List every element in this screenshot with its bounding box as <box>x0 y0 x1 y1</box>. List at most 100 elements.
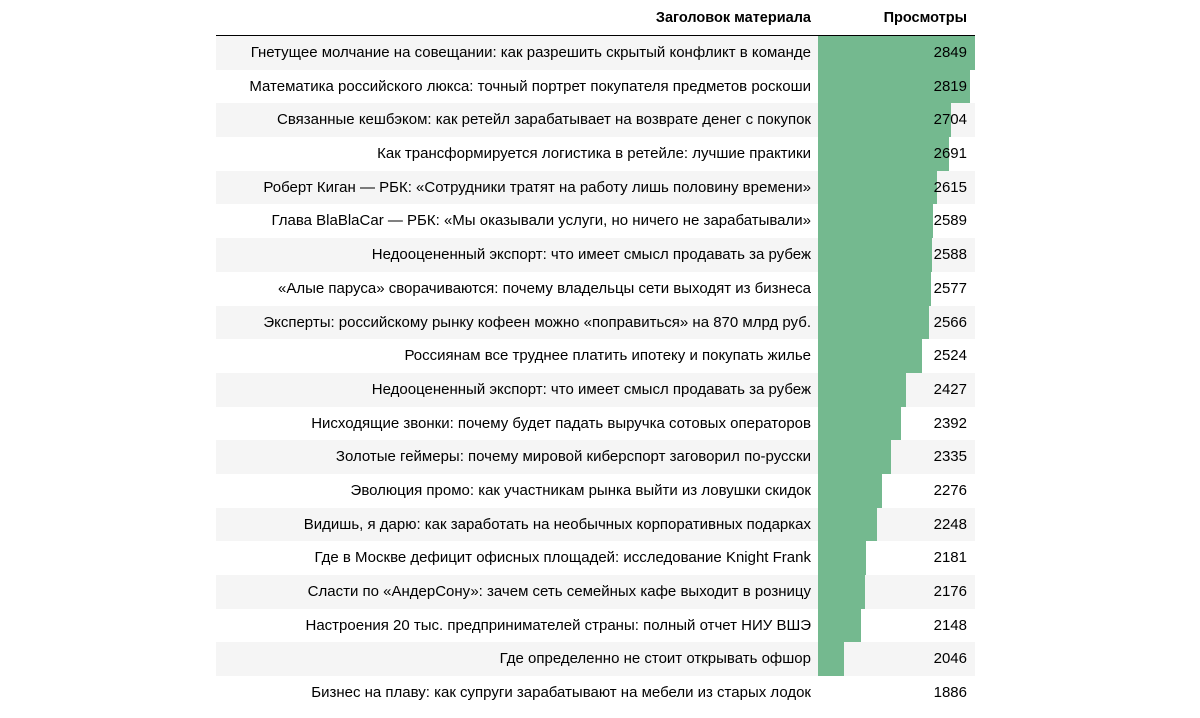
views-value: 2427 <box>933 380 967 398</box>
views-bar-cell <box>818 103 975 138</box>
article-title: Математика российского люкса: точный пор… <box>249 77 811 95</box>
views-bar-cell <box>818 473 975 508</box>
table-row: Гнетущее молчание на совещании: как разр… <box>216 36 975 70</box>
views-bar-cell <box>818 642 975 677</box>
views-value: 2248 <box>933 515 967 533</box>
views-bar-cell <box>818 507 975 542</box>
views-bar-cell <box>818 271 975 306</box>
views-bar <box>818 473 882 508</box>
article-title: «Алые паруса» сворачиваются: почему влад… <box>278 279 811 297</box>
views-bar-cell <box>818 440 975 474</box>
article-title: Глава BlaBlaCar — РБК: «Мы оказывали усл… <box>271 212 811 230</box>
views-value: 2588 <box>933 246 967 264</box>
table-row: Где в Москве дефицит офисных площадей: и… <box>216 541 975 575</box>
table-row: Математика российского люкса: точный пор… <box>216 69 975 104</box>
table-row: Настроения 20 тыс. предпринимателей стра… <box>216 608 975 643</box>
article-title: Как трансформируется логистика в ретейле… <box>377 145 811 163</box>
views-bar <box>818 238 933 272</box>
views-bar <box>818 372 907 407</box>
views-value: 2046 <box>933 650 967 668</box>
table-row: Эксперты: российскому рынку кофеен можно… <box>216 305 975 340</box>
views-bar-cell <box>818 608 975 643</box>
views-bar-cell <box>818 372 975 407</box>
views-value: 2704 <box>933 111 967 129</box>
views-bar <box>818 204 933 239</box>
article-title: Нисходящие звонки: почему будет падать в… <box>311 414 811 432</box>
views-value: 2176 <box>933 583 967 600</box>
views-bar <box>818 271 931 306</box>
views-bar-cell <box>818 406 975 441</box>
views-bar <box>818 406 901 441</box>
views-bar <box>818 36 975 70</box>
views-bar <box>818 170 937 205</box>
views-bar <box>818 137 950 171</box>
views-value: 2589 <box>933 212 967 230</box>
table-row: Где определенно не стоит открывать офшор… <box>216 642 975 677</box>
views-value: 2181 <box>933 549 967 567</box>
views-bar <box>818 440 892 474</box>
views-bar <box>818 541 867 575</box>
views-bar-cell <box>818 204 975 239</box>
views-value: 2276 <box>933 481 967 499</box>
table-row: Бизнес на плаву: как супруги зарабатываю… <box>216 676 975 710</box>
article-title: Роберт Киган — РБК: «Сотрудники тратят н… <box>263 178 811 196</box>
views-value: 2849 <box>933 44 967 61</box>
article-title: Гнетущее молчание на совещании: как разр… <box>250 44 811 61</box>
views-table: Заголовок материала Просмотры Гнетущее м… <box>216 0 975 710</box>
views-value: 2615 <box>933 178 967 196</box>
views-value: 1886 <box>933 684 967 702</box>
views-value: 2524 <box>933 347 967 365</box>
views-bar <box>818 608 861 643</box>
article-title: Сласти по «АндерСону»: зачем сеть семейн… <box>307 583 811 600</box>
views-bar-cell <box>818 69 975 104</box>
views-value: 2566 <box>933 313 967 331</box>
table-row: Связанные кешбэком: как ретейл зарабатыв… <box>216 103 975 138</box>
table-row: Сласти по «АндерСону»: зачем сеть семейн… <box>216 575 975 609</box>
views-bar-cell <box>818 238 975 272</box>
table-header: Заголовок материала Просмотры <box>216 0 975 36</box>
table-row: Недооцененный экспорт: что имеет смысл п… <box>216 238 975 272</box>
views-value: 2148 <box>933 616 967 634</box>
table-row: Эволюция промо: как участникам рынка вый… <box>216 473 975 508</box>
views-bar <box>818 69 971 104</box>
views-bar-cell <box>818 36 975 70</box>
table-row: «Алые паруса» сворачиваются: почему влад… <box>216 271 975 306</box>
table-body: Гнетущее молчание на совещании: как разр… <box>216 36 975 710</box>
article-title: Где определенно не стоит открывать офшор <box>499 650 811 668</box>
article-title: Эволюция промо: как участникам рынка вый… <box>350 481 811 499</box>
article-title: Настроения 20 тыс. предпринимателей стра… <box>305 616 812 634</box>
views-value: 2577 <box>933 279 967 297</box>
views-bar <box>818 103 952 138</box>
views-value: 2691 <box>933 145 967 163</box>
article-title: Эксперты: российскому рынку кофеен можно… <box>263 313 811 331</box>
article-title: Недооцененный экспорт: что имеет смысл п… <box>371 380 811 398</box>
views-bar-cell <box>818 137 975 171</box>
title-column-header: Заголовок материала <box>655 10 811 26</box>
article-title: Где в Москве дефицит офисных площадей: и… <box>314 549 812 567</box>
article-title: Связанные кешбэком: как ретейл зарабатыв… <box>276 111 811 129</box>
views-bar <box>818 642 845 677</box>
views-bar <box>818 575 866 609</box>
article-title: Видишь, я дарю: как заработать на необыч… <box>303 515 811 533</box>
table-row: Роберт Киган — РБК: «Сотрудники тратят н… <box>216 170 975 205</box>
views-bar-cell <box>818 305 975 340</box>
views-bar-cell <box>818 339 975 373</box>
table-row: Россиянам все труднее платить ипотеку и … <box>216 339 975 373</box>
article-title: Золотые геймеры: почему мировой киберспо… <box>335 448 811 466</box>
table-row: Как трансформируется логистика в ретейле… <box>216 137 975 171</box>
views-column-header: Просмотры <box>883 10 967 26</box>
views-bar-cell <box>818 541 975 575</box>
views-bar-cell <box>818 170 975 205</box>
views-value: 2819 <box>933 77 967 95</box>
views-value: 2392 <box>933 414 967 432</box>
views-bar <box>818 339 922 373</box>
table-row: Видишь, я дарю: как заработать на необыч… <box>216 507 975 542</box>
article-title: Недооцененный экспорт: что имеет смысл п… <box>371 246 811 264</box>
table-row: Золотые геймеры: почему мировой киберспо… <box>216 440 975 474</box>
table-row: Недооцененный экспорт: что имеет смысл п… <box>216 372 975 407</box>
views-bar <box>818 305 929 340</box>
table-row: Глава BlaBlaCar — РБК: «Мы оказывали усл… <box>216 204 975 239</box>
views-value: 2335 <box>933 448 967 466</box>
views-bar <box>818 507 877 542</box>
article-title: Бизнес на плаву: как супруги зарабатываю… <box>311 684 811 702</box>
